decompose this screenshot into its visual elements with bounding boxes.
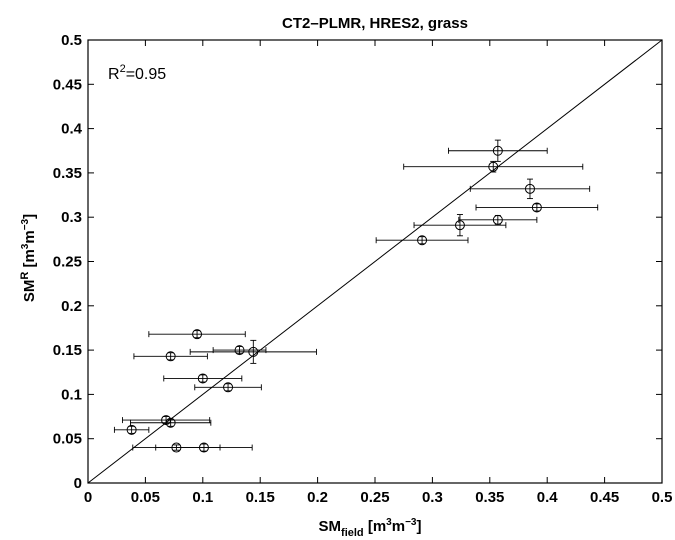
y-tick-label: 0.2 [61,298,82,315]
y-label-unit-sup2: −3 [20,218,31,230]
data-point [163,373,243,384]
x-tick-label: 0.3 [422,489,443,506]
point-marker [198,442,209,453]
x-tick-label: 0.05 [131,489,160,506]
y-tick-label: 0.1 [61,386,82,403]
x-tick-label: 0.45 [590,489,619,506]
x-tick-label: 0.5 [652,489,673,506]
point-marker [454,220,465,231]
y-tick-label: 0 [74,475,82,492]
y-tick-label: 0.15 [53,342,82,359]
point-marker [223,382,234,393]
y-tick-label: 0.45 [53,76,82,93]
plot-area: 0 0.05 0.1 0.15 0.2 0.25 0.3 0.35 0.4 0.45 0.5 0 0.… [53,32,673,506]
data-point [133,351,208,362]
x-axis: 0 0.05 0.1 0.15 0.2 0.25 0.3 0.35 0.4 0.45 0.5 [84,40,673,506]
point-marker [417,235,428,246]
data-point [155,442,253,453]
data-points [113,139,599,453]
x-tick-label: 0.25 [360,489,389,506]
data-point [458,214,538,225]
y-tick-label: 0.25 [53,254,82,271]
r-squared-base: R [108,66,120,83]
point-marker [524,183,535,194]
y-label-unit-suffix: ] [21,214,38,219]
point-marker [234,345,245,356]
r-squared-value: =0.95 [126,66,167,83]
x-label-unit-sup2: −3 [405,517,417,528]
y-axis: 0 0.05 0.1 0.15 0.2 0.25 0.3 0.35 0.4 0.45 0.5 [53,32,662,492]
y-label-unit-mid: m [21,230,38,243]
x-tick-label: 0.15 [246,489,275,506]
y-label-unit-sup1: 3 [20,243,31,249]
data-point [130,417,212,428]
point-marker [488,161,499,172]
data-point [403,160,584,173]
y-tick-label: 0.5 [61,32,82,49]
chart-title: CT2–PLMR, HRES2, grass [282,15,468,32]
x-tick-label: 0.35 [475,489,504,506]
y-axis-label: SMR [m3m−3] [19,214,38,302]
y-label-unit-prefix: [m [21,249,38,272]
data-point [375,235,469,246]
x-label-unit-mid: m [392,518,405,535]
y-tick-label: 0.3 [61,209,82,226]
y-tick-label: 0.4 [61,121,83,138]
data-point [113,424,150,435]
x-tick-label: 0.2 [307,489,328,506]
x-label-unit-sup1: 3 [386,517,392,528]
y-label-sup: R [19,272,31,280]
point-marker [165,351,176,362]
data-point [469,178,591,200]
x-axis-label: SMfield [m3m−3] [319,517,422,539]
point-marker [197,373,208,384]
point-marker [192,329,203,340]
point-marker [492,145,503,156]
one-to-one-line [87,39,663,484]
r-squared-annotation: R2=0.95 [108,63,166,83]
x-tick-label: 0.1 [192,489,213,506]
y-tick-label: 0.05 [53,431,82,448]
y-tick-label: 0.35 [53,165,82,182]
data-point [148,329,246,340]
data-point [194,382,262,393]
point-marker [531,202,542,213]
point-marker [248,346,259,357]
point-marker [126,424,137,435]
x-tick-label: 0.4 [537,489,559,506]
data-point [475,202,599,213]
x-label-unit-prefix: [m [364,518,387,535]
y-label-base: SM [21,280,38,303]
point-marker [165,417,176,428]
data-point [448,139,548,162]
x-label-unit-suffix: ] [416,518,421,535]
r-squared-sup: 2 [120,63,126,75]
x-label-base: SM [319,518,342,535]
point-marker [492,214,503,225]
x-label-sub: field [341,527,364,539]
data-point [413,214,507,237]
data-point [189,339,317,364]
x-tick-label: 0 [84,489,92,506]
